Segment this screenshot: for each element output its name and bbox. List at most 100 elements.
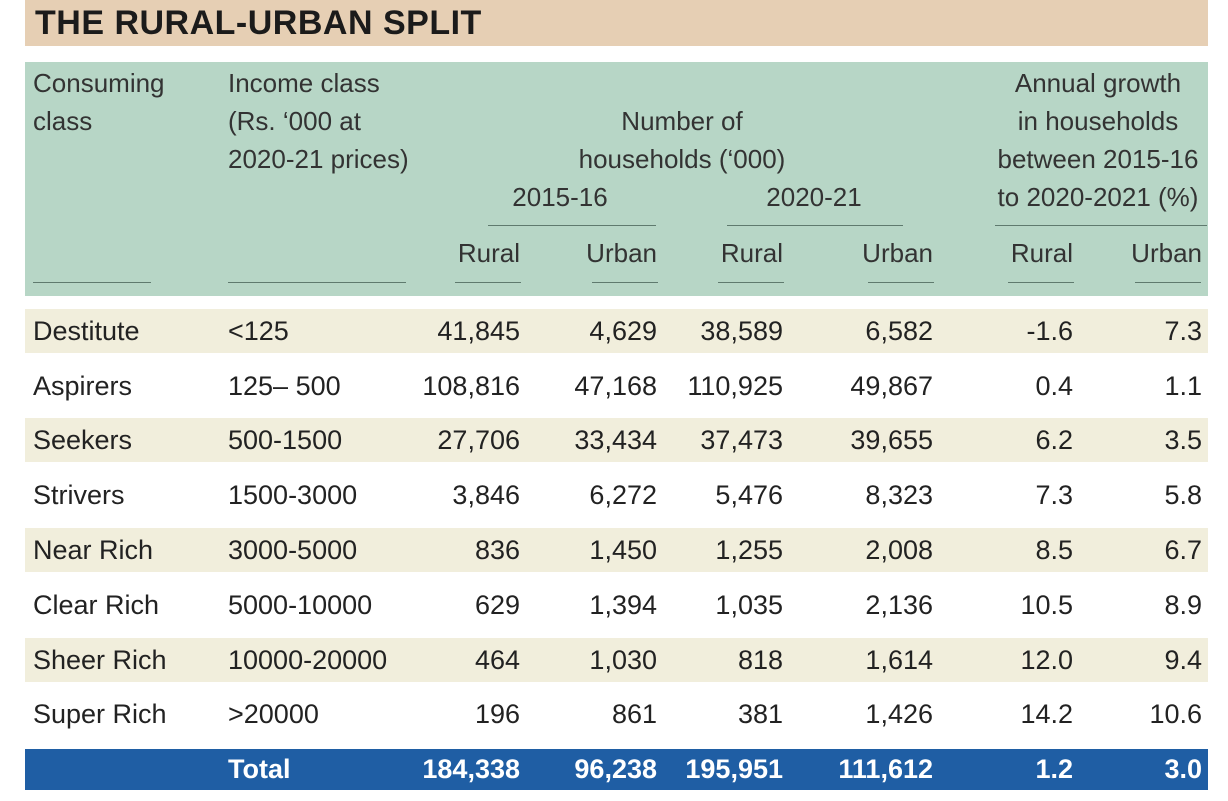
cell-income-class: <125 xyxy=(228,316,289,346)
cell-rural-2015: 27,706 xyxy=(437,425,520,455)
cell-urban-2015: 1,394 xyxy=(589,590,657,620)
cell-growth-urban: 6.7 xyxy=(1164,535,1202,565)
cell-income-class: 10000-20000 xyxy=(228,645,388,675)
cell-urban-2015: 1,450 xyxy=(589,535,657,565)
cell-rural-2020: 38,589 xyxy=(700,316,783,346)
cell-rural-2015: 3,846 xyxy=(452,480,520,510)
cell-consuming-class: Super Rich xyxy=(33,699,167,729)
header-growth-line-4: to 2020-2021 (%) xyxy=(997,182,1199,212)
underline-urban-growth xyxy=(1135,282,1201,283)
cell-income-class: >20000 xyxy=(228,699,319,729)
cell-urban-2020: 2,136 xyxy=(865,590,933,620)
header-income-line-1: Income class xyxy=(228,68,380,98)
cell-growth-urban: 9.4 xyxy=(1164,645,1202,675)
table-row: Aspirers 125– 500 108,816 47,168 110,925 49,8… xyxy=(25,364,1208,408)
cell-growth-urban: 1.1 xyxy=(1164,371,1202,401)
cell-rural-2015: 836 xyxy=(474,535,520,565)
header-consuming-line-1: Consuming xyxy=(33,68,165,98)
header-year-2020: 2020-21 xyxy=(766,182,862,212)
divider-2015 xyxy=(488,225,656,226)
header-sub-urban-2015: Urban xyxy=(586,238,657,268)
cell-rural-2015: 629 xyxy=(474,590,520,620)
cell-growth-urban: 8.9 xyxy=(1164,590,1202,620)
cell-rural-2015: 196 xyxy=(474,699,520,729)
cell-urban-2020: 39,655 xyxy=(850,425,933,455)
header-sub-urban-2020: Urban xyxy=(862,238,933,268)
cell-growth-rural: 14.2 xyxy=(1020,699,1073,729)
cell-urban-2015: 861 xyxy=(611,699,657,729)
header-income-line-3: 2020-21 prices) xyxy=(228,144,409,174)
cell-urban-2015: 33,434 xyxy=(574,425,657,455)
underline-consuming xyxy=(33,282,151,283)
total-rural-2020: 195,951 xyxy=(685,754,783,784)
underline-income xyxy=(228,282,406,283)
header-households-line-1: Number of xyxy=(621,106,743,136)
cell-rural-2015: 464 xyxy=(474,645,520,675)
table-row: Destitute <125 41,845 4,629 38,589 6,582 -1.6 7… xyxy=(25,309,1208,353)
underline-urban-2015 xyxy=(592,282,658,283)
cell-rural-2020: 5,476 xyxy=(715,480,783,510)
table-header: Consuming class Income class (Rs. ‘000 a… xyxy=(25,62,1208,296)
cell-income-class: 125– 500 xyxy=(228,371,341,401)
cell-growth-rural: -1.6 xyxy=(1026,316,1073,346)
cell-urban-2020: 8,323 xyxy=(865,480,933,510)
divider-2020 xyxy=(727,225,903,226)
cell-growth-urban: 3.5 xyxy=(1164,425,1202,455)
cell-urban-2015: 1,030 xyxy=(589,645,657,675)
header-growth-line-2: in households xyxy=(1017,106,1179,136)
total-growth-urban: 3.0 xyxy=(1164,754,1202,784)
cell-rural-2015: 41,845 xyxy=(437,316,520,346)
table-row: Strivers 1500-3000 3,846 6,272 5,476 8,323 7.3… xyxy=(25,473,1208,517)
cell-consuming-class: Strivers xyxy=(33,480,125,510)
cell-growth-urban: 5.8 xyxy=(1164,480,1202,510)
cell-urban-2015: 4,629 xyxy=(589,316,657,346)
cell-growth-rural: 12.0 xyxy=(1020,645,1073,675)
cell-rural-2020: 818 xyxy=(737,645,783,675)
cell-growth-urban: 10.6 xyxy=(1149,699,1202,729)
header-income-line-2: (Rs. ‘000 at xyxy=(228,106,361,136)
total-urban-2020: 111,612 xyxy=(838,754,933,784)
cell-rural-2020: 381 xyxy=(737,699,783,729)
cell-consuming-class: Seekers xyxy=(33,425,133,455)
header-consuming-line-2: class xyxy=(33,106,93,136)
header-growth-line-1: Annual growth xyxy=(1014,68,1182,98)
header-sub-urban-growth: Urban xyxy=(1131,238,1202,268)
total-growth-rural: 1.2 xyxy=(1035,754,1073,784)
table-row: Clear Rich 5000-10000 629 1,394 1,035 2,136 10… xyxy=(25,583,1208,627)
cell-growth-rural: 10.5 xyxy=(1020,590,1073,620)
table-row: Seekers 500-1500 27,706 33,434 37,473 39,655 6… xyxy=(25,418,1208,462)
table-row: Near Rich 3000-5000 836 1,450 1,255 2,008 8.5 6… xyxy=(25,528,1208,572)
cell-rural-2020: 37,473 xyxy=(700,425,783,455)
header-sub-rural-2020: Rural xyxy=(720,238,783,268)
cell-income-class: 5000-10000 xyxy=(228,590,373,620)
cell-urban-2020: 49,867 xyxy=(850,371,933,401)
cell-rural-2020: 1,035 xyxy=(715,590,783,620)
cell-urban-2020: 6,582 xyxy=(865,316,933,346)
cell-urban-2020: 1,614 xyxy=(865,645,933,675)
cell-growth-rural: 0.4 xyxy=(1035,371,1073,401)
cell-consuming-class: Sheer Rich xyxy=(33,645,167,675)
cell-growth-rural: 6.2 xyxy=(1035,425,1073,455)
cell-income-class: 1500-3000 xyxy=(228,480,358,510)
cell-growth-urban: 7.3 xyxy=(1164,316,1202,346)
cell-consuming-class: Aspirers xyxy=(33,371,133,401)
table-row: Super Rich >20000 196 861 381 1,426 14.2 10.6 xyxy=(25,692,1208,736)
underline-rural-2020 xyxy=(718,282,784,283)
underline-rural-2015 xyxy=(455,282,521,283)
header-households-line-2: households (‘000) xyxy=(578,144,786,174)
page-title: THE RURAL-URBAN SPLIT xyxy=(35,4,482,42)
cell-urban-2020: 1,426 xyxy=(865,699,933,729)
total-label: Total xyxy=(228,754,291,784)
cell-urban-2015: 6,272 xyxy=(589,480,657,510)
cell-income-class: 500-1500 xyxy=(228,425,343,455)
cell-consuming-class: Destitute xyxy=(33,316,140,346)
total-rural-2015: 184,338 xyxy=(422,754,520,784)
header-sub-rural-growth: Rural xyxy=(1010,238,1073,268)
cell-consuming-class: Near Rich xyxy=(33,535,154,565)
table-row: Sheer Rich 10000-20000 464 1,030 818 1,614 12.… xyxy=(25,638,1208,682)
underline-urban-2020 xyxy=(868,282,934,283)
cell-urban-2020: 2,008 xyxy=(865,535,933,565)
cell-urban-2015: 47,168 xyxy=(574,371,657,401)
header-sub-rural-2015: Rural xyxy=(457,238,520,268)
cell-growth-rural: 7.3 xyxy=(1035,480,1073,510)
